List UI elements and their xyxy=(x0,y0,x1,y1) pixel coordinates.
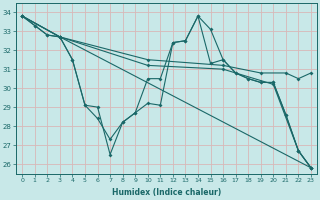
X-axis label: Humidex (Indice chaleur): Humidex (Indice chaleur) xyxy=(112,188,221,197)
